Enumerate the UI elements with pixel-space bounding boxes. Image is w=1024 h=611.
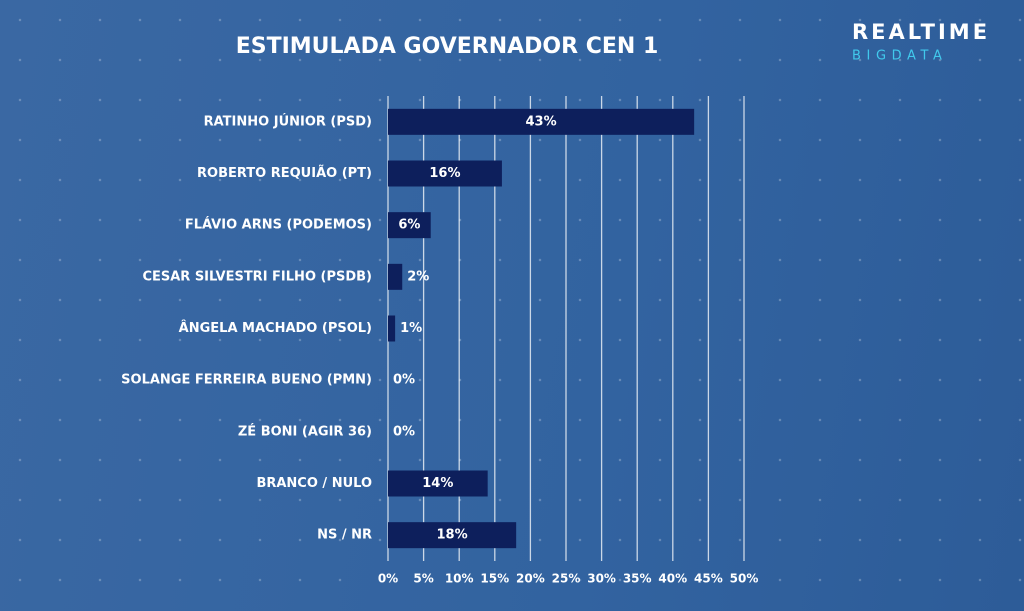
value-label: 6% xyxy=(398,218,420,233)
bar xyxy=(388,522,517,549)
category-label: BRANCO / NULO xyxy=(256,476,372,491)
x-tick-label: 50% xyxy=(730,572,759,586)
bar xyxy=(388,108,695,135)
category-label: CESAR SILVESTRI FILHO (PSDB) xyxy=(142,269,372,284)
chart-title: ESTIMULADA GOVERNADOR CEN 1 xyxy=(236,34,659,59)
logo-line1: REALTIME xyxy=(852,20,990,44)
value-label: 0% xyxy=(393,373,415,388)
x-tick-label: 45% xyxy=(694,572,723,586)
value-label: 1% xyxy=(400,321,422,336)
category-label: ROBERTO REQUIÃO (PT) xyxy=(197,165,372,181)
category-label: FLÁVIO ARNS (PODEMOS) xyxy=(185,217,372,233)
x-tick-label: 5% xyxy=(413,572,433,586)
x-tick-label: 20% xyxy=(516,572,545,586)
bar xyxy=(388,470,488,497)
category-label: RATINHO JÚNIOR (PSD) xyxy=(204,113,372,129)
bar xyxy=(388,315,396,342)
x-tick-label: 15% xyxy=(480,572,509,586)
value-label: 0% xyxy=(393,424,415,439)
bar xyxy=(388,263,403,290)
x-tick-label: 40% xyxy=(658,572,687,586)
category-label: NS / NR xyxy=(317,528,372,543)
value-label: 2% xyxy=(407,269,429,284)
bar xyxy=(388,160,502,187)
value-label: 18% xyxy=(437,528,468,543)
x-tick-label: 25% xyxy=(552,572,581,586)
value-label: 16% xyxy=(429,166,460,181)
x-tick-label: 0% xyxy=(378,572,398,586)
category-label: ZÉ BONI (AGIR 36) xyxy=(238,423,372,439)
value-label: 43% xyxy=(526,114,557,129)
x-tick-label: 35% xyxy=(623,572,652,586)
x-tick-label: 30% xyxy=(587,572,616,586)
logo-line2: BIGDATA xyxy=(852,49,948,64)
bar xyxy=(388,212,431,239)
category-label: ÂNGELA MACHADO (PSOL) xyxy=(179,320,372,336)
x-tick-label: 10% xyxy=(445,572,474,586)
category-label: SOLANGE FERREIRA BUENO (PMN) xyxy=(121,373,372,388)
value-label: 14% xyxy=(422,476,453,491)
